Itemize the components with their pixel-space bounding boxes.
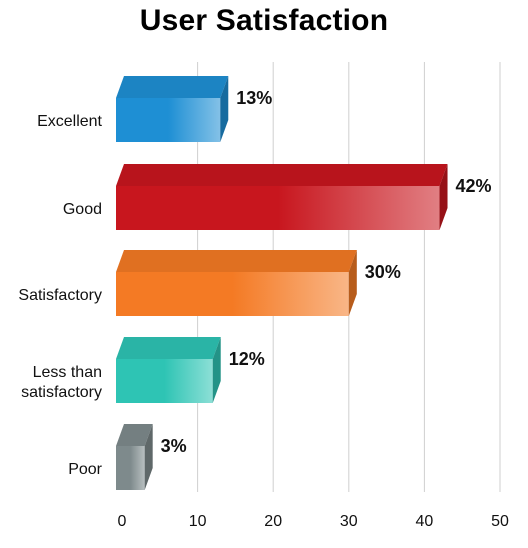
bar-top-face: [116, 164, 448, 186]
category-label: Satisfactory: [18, 287, 102, 304]
x-tick-label: 30: [340, 513, 358, 530]
x-axis-ticks: 0 10 20 30 40 50: [118, 513, 509, 530]
category-label: Excellent: [37, 113, 102, 130]
category-label: Less than satisfactory: [21, 364, 102, 401]
bar: [116, 250, 357, 316]
bar-side-face: [212, 337, 221, 403]
bar-side-face: [220, 76, 229, 142]
bar-front-face: [116, 98, 221, 142]
x-tick-label: 10: [189, 513, 207, 530]
data-label: 13%: [236, 88, 272, 108]
bar-side-face: [348, 250, 357, 316]
bar-top-face: [116, 424, 153, 446]
data-label: 12%: [229, 349, 265, 369]
data-label: 42%: [456, 176, 492, 196]
bar-top-face: [116, 76, 229, 98]
bar-front-face: [116, 186, 440, 230]
labels: 13% Excellent 42% Good 30% Satisfactory 12% Les…: [18, 88, 491, 478]
bar-top-face: [116, 337, 221, 359]
bars: [116, 76, 448, 490]
bar-front-face: [116, 359, 213, 403]
x-tick-label: 40: [416, 513, 434, 530]
bar: [116, 337, 221, 403]
bar: [116, 76, 229, 142]
bar-side-face: [439, 164, 448, 230]
x-tick-label: 0: [118, 513, 127, 530]
x-tick-label: 20: [264, 513, 282, 530]
bar-side-face: [144, 424, 153, 490]
bar-top-face: [116, 250, 357, 272]
bar-front-face: [116, 272, 349, 316]
x-tick-label: 50: [491, 513, 509, 530]
bar-front-face: [116, 446, 145, 490]
chart-title: User Satisfaction: [139, 4, 389, 37]
bar: [116, 164, 448, 230]
data-label: 3%: [161, 436, 187, 456]
data-label: 30%: [365, 262, 401, 282]
category-label: Poor: [68, 461, 102, 478]
category-label: Good: [63, 201, 102, 218]
bar: [116, 424, 153, 490]
